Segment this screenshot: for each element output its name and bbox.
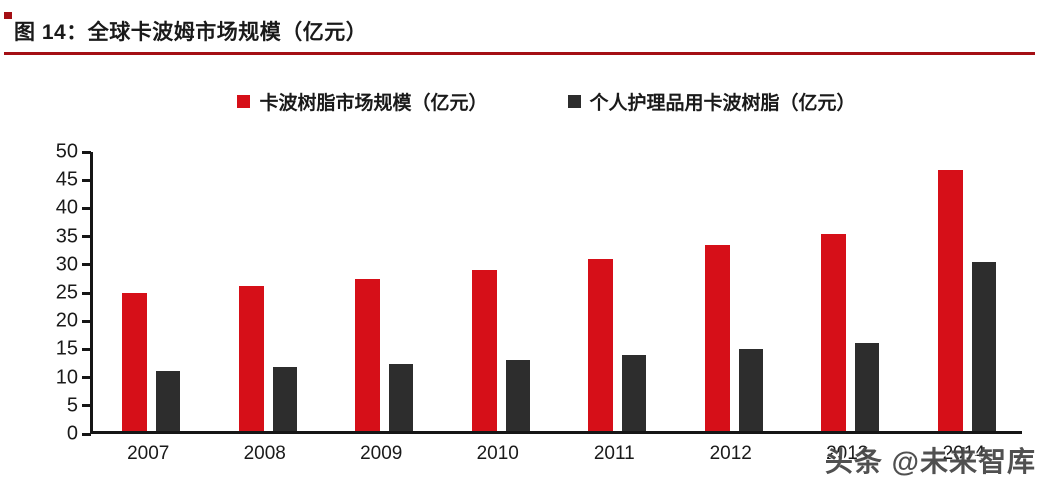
bar-primary-2009 (355, 278, 381, 431)
y-tick-label: 5 (66, 394, 78, 417)
bar-secondary-2011 (622, 354, 647, 431)
x-tick-label: 2012 (709, 443, 752, 464)
y-tick-mark (82, 347, 91, 351)
plot-area (90, 152, 1022, 434)
y-tick-mark (82, 150, 91, 154)
x-tick-label: 2009 (360, 443, 403, 464)
page-title: 图 14：全球卡波姆市场规模（亿元） (14, 21, 368, 44)
x-tick-label: 2010 (476, 443, 519, 464)
y-tick-label: 30 (55, 253, 78, 276)
y-tick-label: 0 (66, 422, 78, 445)
y-tick-label: 45 (55, 168, 78, 191)
bar-secondary-2008 (272, 366, 297, 431)
y-tick-mark (82, 178, 91, 182)
legend-item-carbomer-resin: 卡波树脂市场规模（亿元） (237, 88, 488, 115)
watermark: 头条 @未来智库 (824, 446, 1036, 477)
y-tick-mark (82, 263, 91, 267)
x-tick-label: 2011 (593, 443, 635, 464)
y-tick-label: 50 (55, 140, 78, 163)
bar-secondary-2012 (738, 349, 763, 431)
legend-item-personal-care: 个人护理品用卡波树脂（亿元） (567, 88, 856, 115)
y-tick-label: 15 (55, 337, 78, 360)
y-tick-mark (82, 319, 91, 323)
legend-label: 卡波树脂市场规模（亿元） (259, 93, 488, 114)
legend-label: 个人护理品用卡波树脂（亿元） (589, 93, 856, 114)
bar-primary-2010 (471, 270, 497, 431)
y-tick-label: 25 (55, 281, 78, 304)
bar-secondary-2014 (971, 261, 996, 431)
title-underline (4, 52, 1035, 55)
y-tick-label: 35 (55, 225, 78, 248)
y-tick-label: 20 (55, 309, 78, 332)
x-axis-labels: 2007 2008 2009 2010 2011 2012 2013 2014 (90, 443, 1022, 473)
bar-secondary-2010 (505, 359, 530, 431)
bar-secondary-2009 (389, 363, 414, 431)
y-tick-label: 10 (55, 366, 78, 389)
x-tick-label: 2008 (243, 443, 286, 464)
x-tick-label: 2013 (826, 443, 869, 464)
y-tick-mark (82, 235, 91, 239)
bar-secondary-2013 (855, 343, 880, 431)
legend-swatch-dark (567, 95, 581, 108)
bar-secondary-2007 (156, 371, 181, 431)
bar-primary-2013 (821, 234, 847, 431)
chart-legend: 卡波树脂市场规模（亿元） 个人护理品用卡波树脂（亿元） (27, 88, 1039, 115)
legend-swatch-red (237, 95, 251, 108)
bar-primary-2011 (588, 258, 614, 431)
x-tick-label: 2007 (127, 443, 170, 464)
y-tick-mark (82, 376, 91, 380)
corner-accent-mark (4, 12, 12, 19)
bar-primary-2007 (122, 292, 148, 431)
y-tick-label: 40 (55, 196, 78, 219)
bar-primary-2008 (238, 286, 264, 431)
y-tick-mark (82, 291, 91, 295)
y-tick-mark (82, 206, 91, 210)
bar-primary-2014 (937, 170, 963, 431)
bar-primary-2012 (704, 244, 730, 431)
x-tick-label: 2014 (942, 443, 985, 464)
y-tick-mark (82, 432, 91, 436)
y-tick-mark (82, 404, 91, 408)
